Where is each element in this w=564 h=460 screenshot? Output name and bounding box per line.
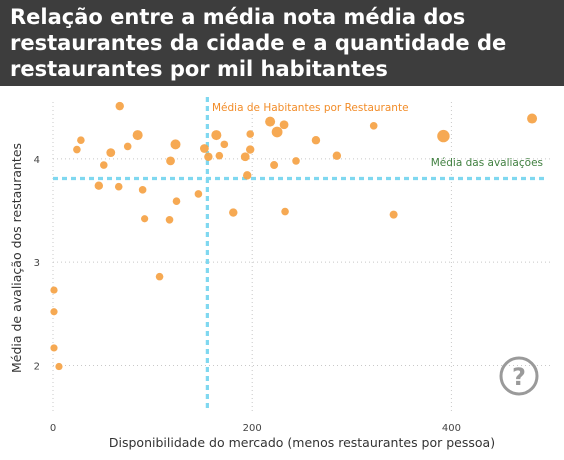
data-point[interactable] [292, 157, 300, 165]
data-point[interactable] [115, 101, 124, 111]
data-point[interactable] [138, 186, 147, 194]
data-point[interactable] [246, 130, 255, 138]
data-point[interactable] [50, 344, 58, 352]
data-point[interactable] [220, 140, 229, 149]
data-point[interactable] [94, 181, 104, 190]
data-point[interactable] [215, 151, 224, 160]
data-point[interactable] [211, 130, 222, 141]
data-point[interactable] [311, 136, 321, 145]
y-tick-label: 2 [34, 362, 40, 373]
data-point[interactable] [99, 161, 108, 169]
data-point[interactable] [270, 161, 279, 170]
grid [52, 102, 551, 412]
data-point[interactable] [172, 197, 181, 205]
data-point[interactable] [271, 126, 283, 138]
data-point[interactable] [55, 362, 63, 371]
data-point[interactable] [279, 120, 289, 130]
title-banner: Relação entre a média nota média dos res… [0, 0, 564, 86]
x-tick-label: 200 [243, 423, 262, 434]
data-point[interactable] [204, 152, 213, 161]
svg-text:?: ? [512, 363, 526, 391]
data-point[interactable] [123, 142, 132, 151]
y-tick-label: 3 [34, 258, 40, 269]
data-point[interactable] [132, 130, 143, 141]
data-point[interactable] [114, 182, 123, 191]
data-point[interactable] [194, 190, 203, 198]
help-icon[interactable]: ? [499, 356, 539, 396]
data-point[interactable] [332, 151, 342, 160]
data-point[interactable] [437, 129, 450, 143]
horizontal-reference-label: Média das avaliações [431, 157, 543, 169]
data-point[interactable] [229, 208, 238, 217]
axes: 2 3 4 0 200 400 [34, 155, 461, 434]
data-point[interactable] [281, 207, 289, 216]
data-point[interactable] [166, 156, 175, 166]
reference-lines [53, 97, 545, 412]
data-point[interactable] [240, 152, 250, 162]
data-point[interactable] [73, 145, 81, 154]
data-point[interactable] [50, 286, 58, 294]
chart-title: Relação entre a média nota média dos res… [10, 5, 507, 81]
y-axis-label: Média de avaliação dos restaurantes [9, 143, 24, 373]
data-point[interactable] [155, 272, 164, 281]
vertical-reference-label: Média de Habitantes por Restaurante [212, 102, 409, 114]
x-tick-label: 0 [50, 423, 56, 434]
data-point[interactable] [389, 210, 398, 219]
data-point[interactable] [265, 116, 276, 127]
data-point[interactable] [141, 215, 149, 223]
x-axis-label: Disponibilidade do mercado (menos restau… [109, 435, 495, 450]
data-point[interactable] [243, 171, 252, 180]
data-point[interactable] [170, 139, 181, 150]
data-points [50, 101, 538, 371]
y-tick-label: 4 [34, 155, 40, 166]
data-point[interactable] [199, 144, 209, 153]
x-tick-label: 400 [442, 423, 461, 434]
data-point[interactable] [77, 136, 85, 145]
data-point[interactable] [369, 121, 378, 130]
data-point[interactable] [527, 113, 538, 124]
data-point[interactable] [106, 148, 116, 158]
data-point[interactable] [50, 308, 58, 316]
data-point[interactable] [246, 145, 255, 154]
data-point[interactable] [165, 216, 174, 224]
